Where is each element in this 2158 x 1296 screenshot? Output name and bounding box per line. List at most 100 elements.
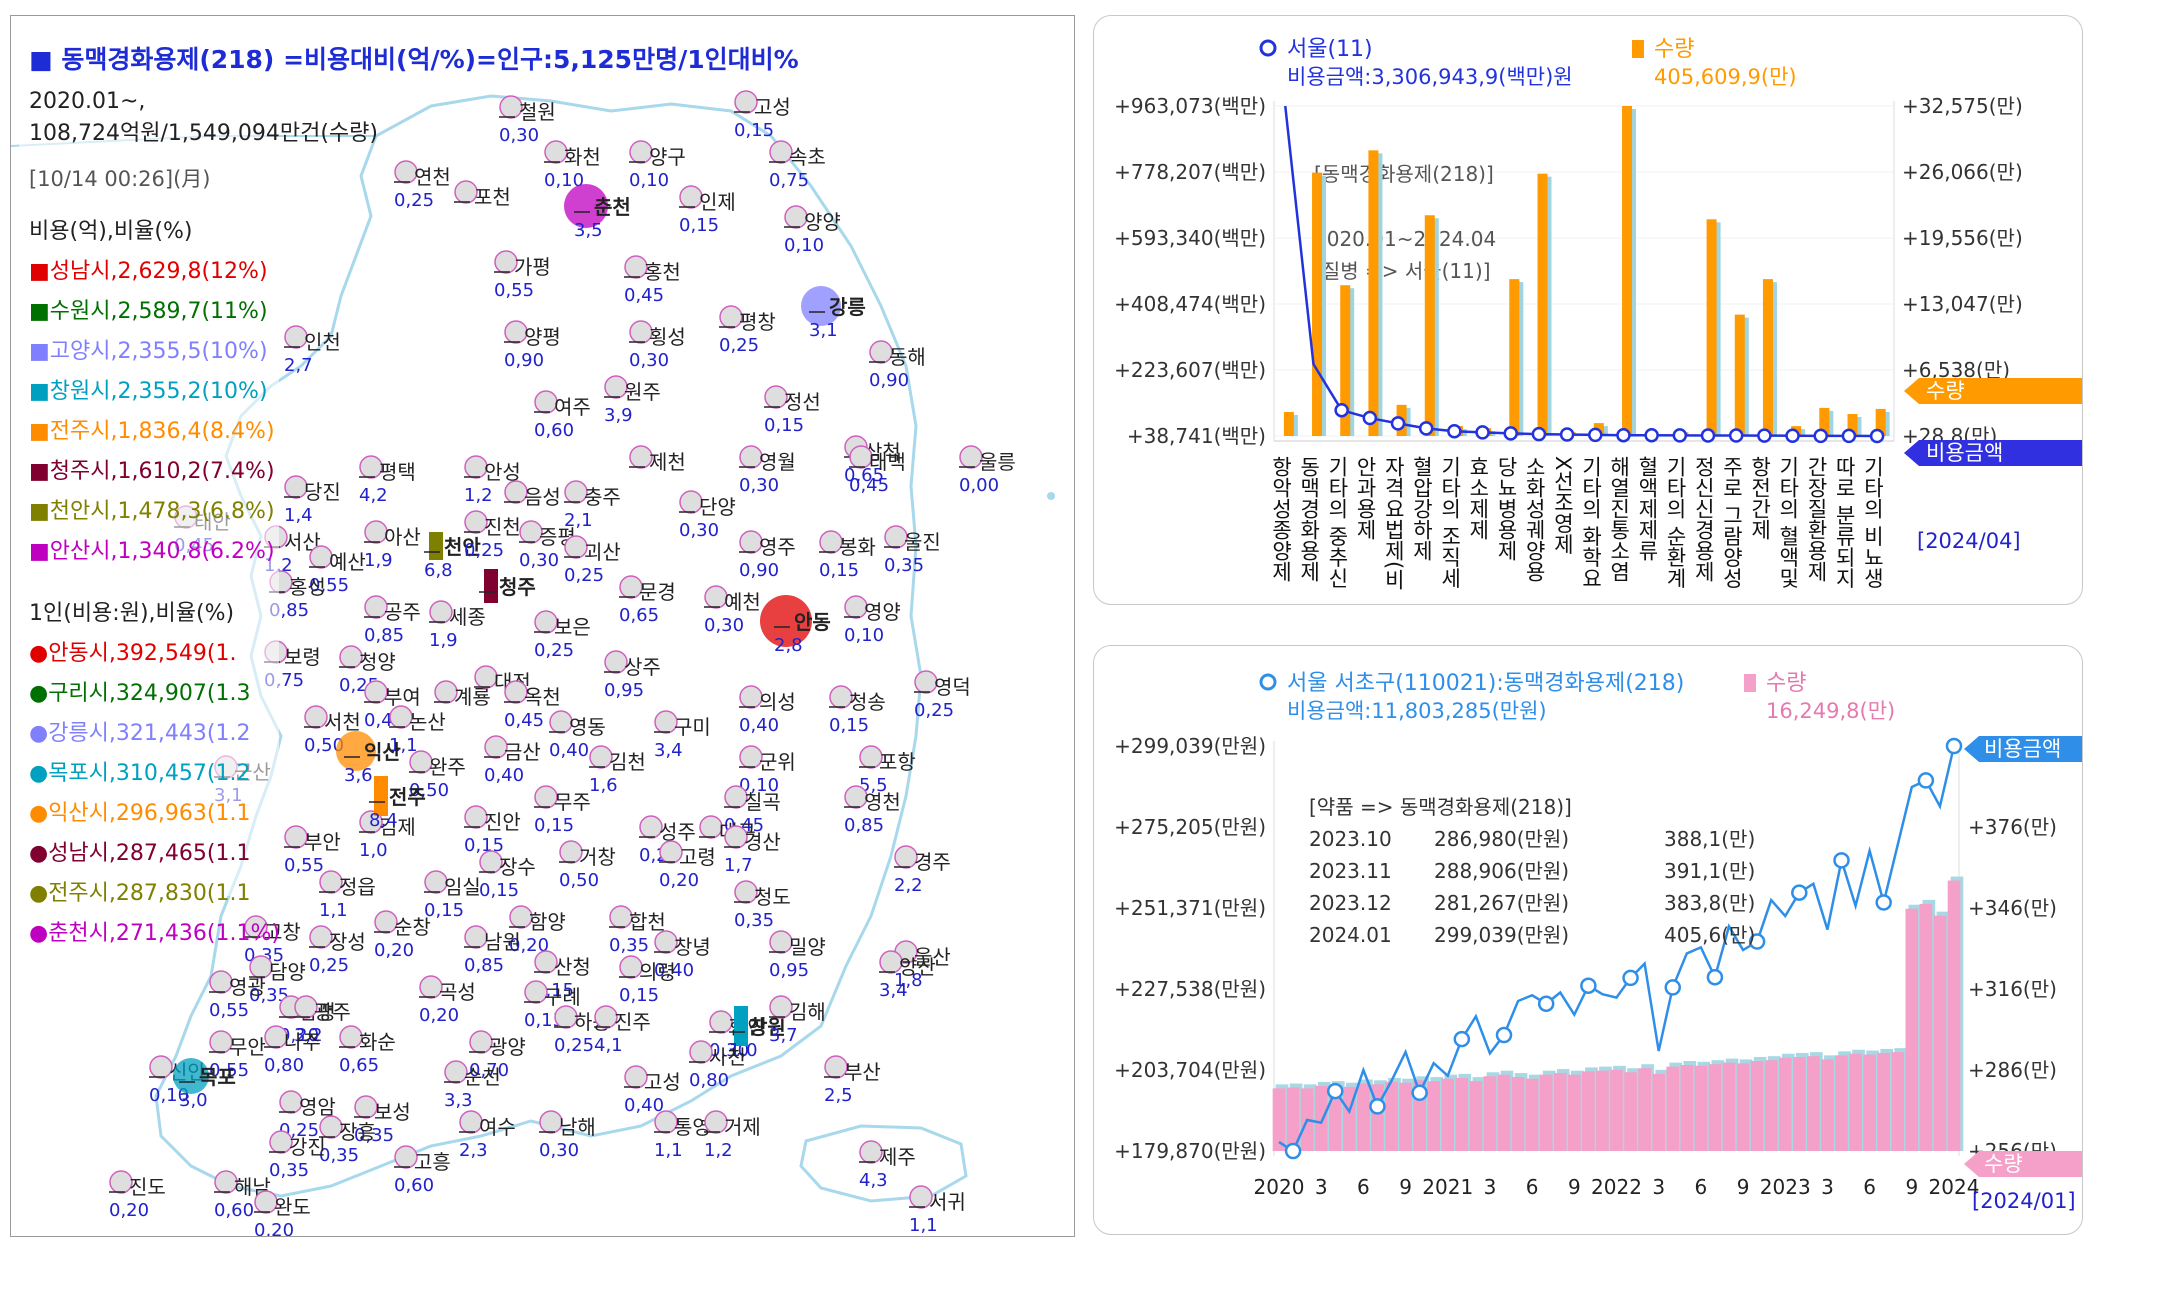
- cost-point[interactable]: [1411, 1084, 1428, 1102]
- city-marker[interactable]: 상주0,95: [604, 650, 661, 701]
- city-marker[interactable]: 예산0,55: [309, 545, 366, 596]
- city-marker[interactable]: 가평0,55: [494, 250, 551, 301]
- city-marker[interactable]: 연천0,25: [394, 160, 451, 211]
- city-marker[interactable]: 장흥0,35: [319, 1115, 376, 1166]
- cost-point[interactable]: [1791, 884, 1808, 901]
- city-marker[interactable]: 봉화0,15: [819, 530, 876, 581]
- city-marker[interactable]: 전주8,4: [369, 776, 426, 831]
- cost-point[interactable]: [1327, 1082, 1344, 1100]
- city-marker[interactable]: 평택4,2: [359, 455, 416, 506]
- city-marker[interactable]: 순천3,3: [444, 1060, 501, 1111]
- city-marker[interactable]: 속초0,75: [769, 140, 826, 191]
- city-marker[interactable]: 횡성0,30: [629, 320, 686, 371]
- city-marker[interactable]: 서천0,50: [304, 705, 361, 756]
- city-marker[interactable]: 인천2,7: [284, 325, 341, 376]
- city-marker[interactable]: 의성0,40: [739, 685, 796, 736]
- city-marker[interactable]: 영주0,90: [739, 530, 796, 581]
- city-marker[interactable]: 춘천3,5: [564, 184, 631, 241]
- cost-point[interactable]: [1917, 772, 1935, 789]
- city-marker[interactable]: 포항5,5: [859, 745, 916, 796]
- cost-point[interactable]: [1531, 426, 1547, 442]
- cost-point[interactable]: [1369, 1098, 1386, 1115]
- city-marker[interactable]: 완도0,20: [254, 1190, 311, 1236]
- city-marker[interactable]: 울릉0,00: [959, 445, 1016, 496]
- city-marker[interactable]: 광주3,2: [294, 995, 351, 1046]
- city-marker[interactable]: 거창0,50: [559, 840, 616, 891]
- cost-point[interactable]: [1664, 979, 1681, 996]
- city-marker[interactable]: 안성1,2: [464, 455, 521, 506]
- city-marker[interactable]: 세종1,9: [429, 600, 486, 651]
- city-marker[interactable]: 제천: [629, 445, 686, 474]
- city-marker[interactable]: 금산0,40: [484, 735, 541, 786]
- city-marker[interactable]: 여수2,3: [459, 1110, 516, 1161]
- city-marker[interactable]: 양양0,10: [784, 205, 841, 256]
- city-marker[interactable]: 양평0,90: [504, 320, 561, 371]
- cost-point[interactable]: [1945, 737, 1963, 755]
- city-marker[interactable]: 고령0,20: [659, 840, 716, 891]
- city-marker[interactable]: 사천0,80: [689, 1040, 746, 1091]
- city-marker[interactable]: 화순0,65: [339, 1025, 396, 1076]
- cost-point[interactable]: [1559, 427, 1575, 442]
- city-marker[interactable]: 곡성0,20: [419, 975, 476, 1026]
- city-marker[interactable]: 예천0,30: [704, 585, 761, 636]
- city-marker[interactable]: 보성0,35: [354, 1095, 411, 1146]
- cost-point[interactable]: [1833, 852, 1850, 869]
- city-marker[interactable]: 서귀1,1: [909, 1185, 966, 1236]
- city-marker[interactable]: 진도0,20: [109, 1170, 166, 1221]
- city-marker[interactable]: 원주3,9: [604, 375, 661, 426]
- city-marker[interactable]: 창원1,0: [729, 1006, 786, 1061]
- city-marker[interactable]: 영동0,40: [549, 710, 606, 761]
- city-marker[interactable]: 무안0,55: [209, 1030, 266, 1081]
- city-marker[interactable]: 영천0,85: [844, 785, 901, 836]
- city-marker[interactable]: 남원0,85: [464, 925, 521, 976]
- cost-point[interactable]: [1418, 421, 1434, 436]
- cost-point[interactable]: [1362, 410, 1378, 426]
- city-marker[interactable]: 아산1,9: [364, 520, 421, 571]
- city-marker[interactable]: 동해0,90: [869, 340, 926, 391]
- city-marker[interactable]: 순창0,20: [374, 910, 431, 961]
- city-marker[interactable]: 청도0,35: [734, 880, 791, 931]
- city-marker[interactable]: 강진0,35: [269, 1130, 326, 1181]
- city-marker[interactable]: 창녕0,40: [654, 930, 711, 981]
- city-marker[interactable]: 괴산0,25: [564, 535, 621, 586]
- cost-point[interactable]: [1284, 1142, 1302, 1160]
- cost-point[interactable]: [1616, 427, 1631, 443]
- city-marker[interactable]: 논산1,1: [389, 705, 446, 756]
- city-marker[interactable]: 밀양0,95: [769, 930, 826, 981]
- cost-point[interactable]: [1748, 933, 1766, 950]
- city-marker[interactable]: 인제0,15: [679, 185, 736, 236]
- city-marker[interactable]: 통영1,1: [654, 1110, 711, 1161]
- city-marker[interactable]: 고성0,15: [734, 90, 791, 141]
- cost-point[interactable]: [1644, 428, 1659, 443]
- cost-point[interactable]: [1453, 1030, 1471, 1048]
- cost-point[interactable]: [1495, 1026, 1513, 1044]
- city-marker[interactable]: 울진0,35: [884, 525, 941, 576]
- city-marker[interactable]: 해남0,60: [214, 1170, 271, 1221]
- city-marker[interactable]: 진천0,25: [464, 510, 521, 561]
- city-marker[interactable]: 김천1,6: [589, 745, 646, 796]
- cost-point[interactable]: [1334, 402, 1349, 418]
- city-marker[interactable]: 양산3,4: [879, 950, 936, 1001]
- cost-point[interactable]: [1390, 416, 1406, 431]
- city-marker[interactable]: 옥천0,45: [504, 680, 561, 731]
- city-marker[interactable]: 당진1,4: [284, 475, 341, 526]
- city-marker[interactable]: 양구0,10: [629, 140, 686, 191]
- city-marker[interactable]: 문경0,65: [619, 575, 676, 626]
- cost-point[interactable]: [1706, 968, 1724, 986]
- city-marker[interactable]: 의령0,15: [619, 955, 676, 1006]
- city-marker[interactable]: 익산3,6: [336, 731, 401, 786]
- city-marker[interactable]: 영월0,30: [739, 445, 796, 496]
- city-marker[interactable]: 영양0,10: [844, 595, 901, 646]
- cost-point[interactable]: [1580, 977, 1597, 994]
- cost-point[interactable]: [1875, 894, 1892, 911]
- city-marker[interactable]: 담양0,35: [249, 955, 306, 1006]
- city-marker[interactable]: 구례0,15: [524, 980, 581, 1031]
- city-marker[interactable]: 안동2,8: [760, 595, 831, 656]
- city-marker[interactable]: 태백0,45: [849, 445, 906, 496]
- city-marker[interactable]: 공주0,85: [364, 595, 421, 646]
- city-marker[interactable]: 고흥0,60: [394, 1145, 451, 1196]
- cost-point[interactable]: [1537, 995, 1555, 1012]
- city-marker[interactable]: 증평0,30: [519, 520, 576, 571]
- city-marker[interactable]: 장성0,25: [309, 925, 366, 976]
- cost-point[interactable]: [1672, 428, 1688, 443]
